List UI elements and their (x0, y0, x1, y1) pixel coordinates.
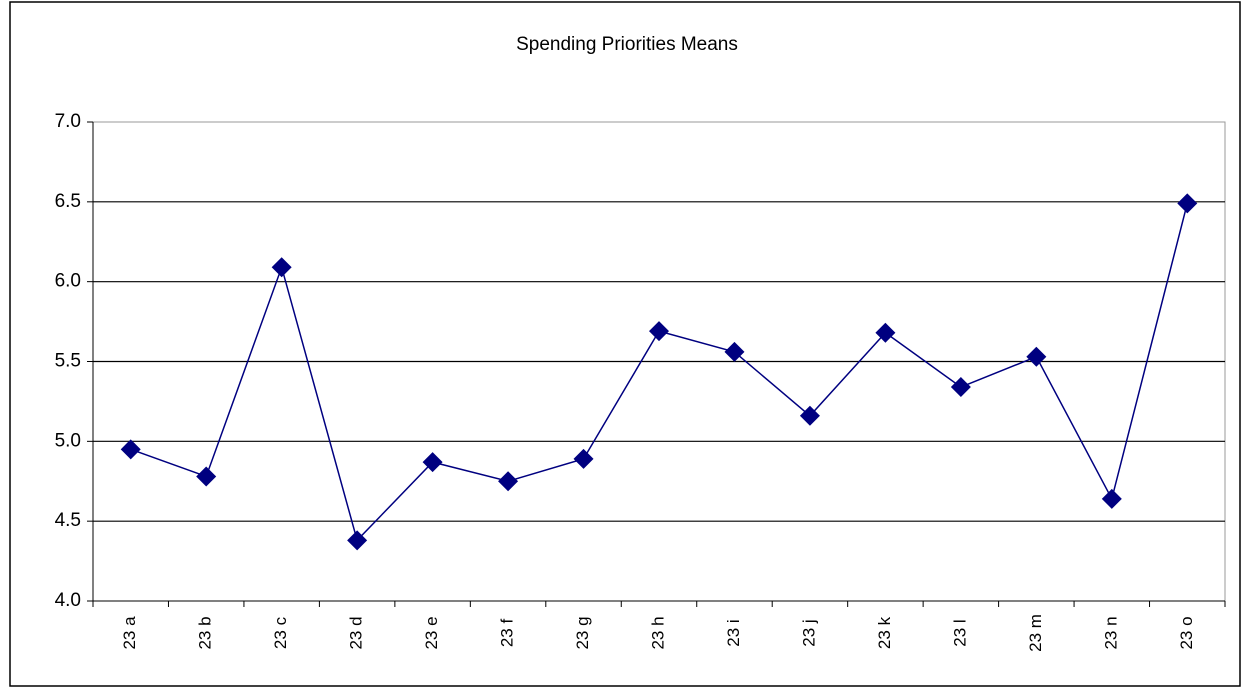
marker (649, 321, 669, 342)
marker (875, 322, 896, 343)
x-tick-label: 23 i (724, 619, 743, 646)
x-tick-label: 23 d (347, 616, 366, 649)
y-tick-label: 5.5 (55, 351, 81, 372)
x-tick-label: 23 l (950, 619, 969, 646)
x-tick-label: 23 j (799, 619, 818, 646)
marker (196, 466, 217, 487)
x-tick-label: 23 e (422, 616, 441, 649)
x-tick-label: 23 a (120, 616, 139, 650)
marker (120, 439, 141, 460)
y-tick-label: 4.5 (55, 510, 81, 531)
marker (1026, 346, 1047, 367)
chart-title: Spending Priorities Means (516, 34, 738, 55)
y-tick-label: 6.5 (55, 191, 81, 212)
marker (347, 530, 368, 551)
marker (799, 405, 820, 426)
y-tick-label: 4.0 (55, 590, 81, 611)
y-tick-label: 5.0 (55, 430, 81, 451)
x-tick-label: 23 f (498, 619, 517, 648)
x-tick-label: 23 k (875, 616, 894, 649)
marker (1101, 488, 1122, 509)
x-tick-label: 23 c (271, 616, 290, 649)
x-tick-label: 23 b (196, 616, 215, 649)
marker (422, 452, 443, 473)
x-tick-label: 23 m (1026, 614, 1045, 652)
marker (498, 471, 519, 492)
marker (1177, 193, 1198, 214)
y-tick-label: 6.0 (55, 271, 81, 292)
y-tick-label: 7.0 (55, 111, 81, 132)
marker (573, 448, 594, 469)
x-tick-label: 23 n (1101, 616, 1120, 649)
x-tick-label: 23 h (648, 616, 667, 649)
marker (271, 257, 292, 278)
marker (950, 377, 971, 398)
marker (724, 341, 745, 362)
x-tick-label: 23 o (1177, 616, 1196, 649)
x-tick-label: 23 g (573, 616, 592, 649)
chart-frame (9, 1, 1241, 687)
